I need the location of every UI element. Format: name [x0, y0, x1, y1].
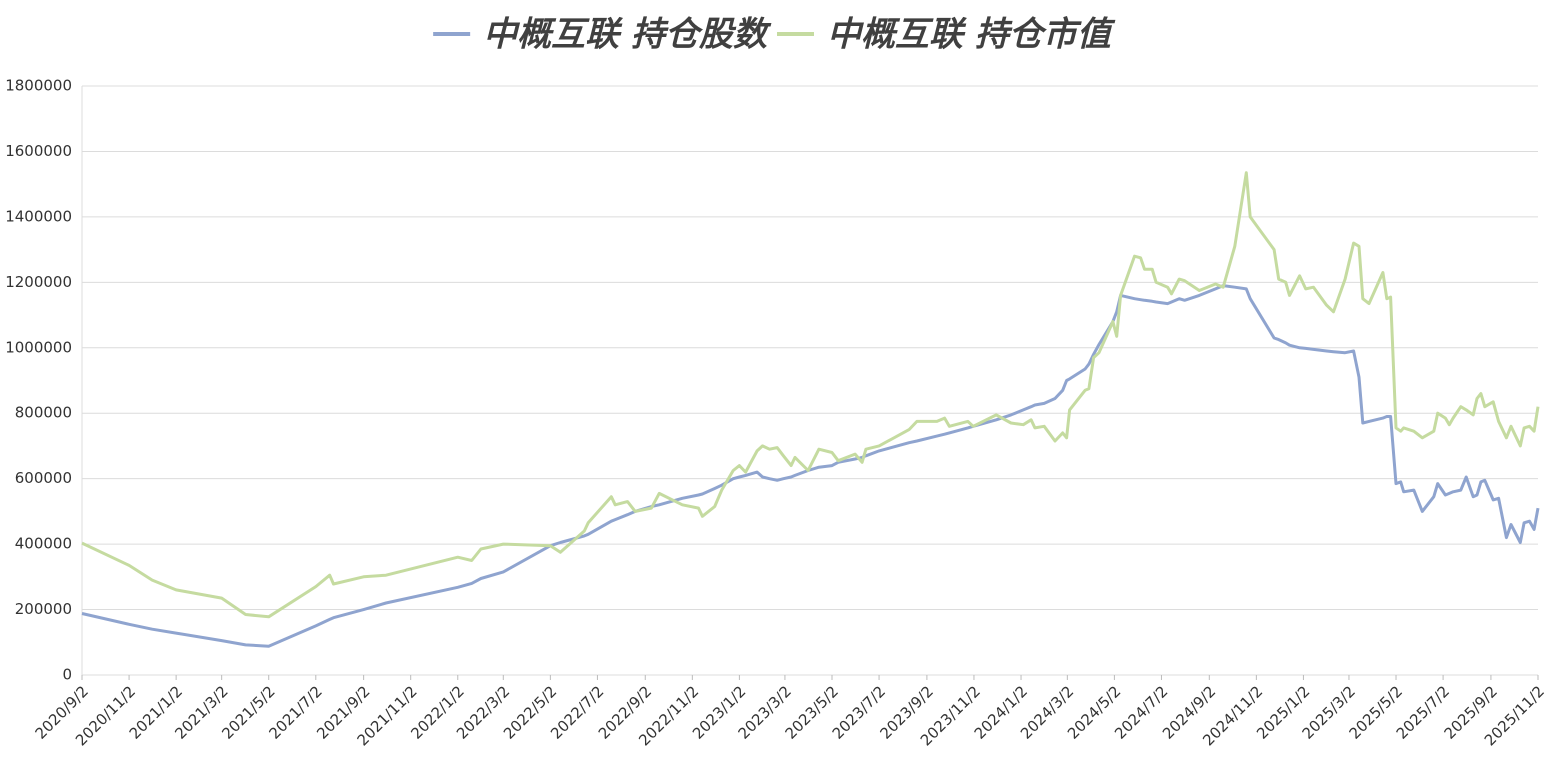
- y-tick-label: 1000000: [5, 338, 72, 356]
- y-tick-label: 800000: [15, 404, 72, 422]
- y-tick-label: 400000: [15, 535, 72, 553]
- y-tick-label: 1200000: [5, 273, 72, 291]
- line-series: [81, 284, 1540, 648]
- legend-text: 中概互联 持仓市值: [827, 15, 1116, 55]
- y-tick-label: 1600000: [5, 142, 72, 160]
- legend-text: 中概互联 持仓股数: [483, 15, 772, 55]
- y-tick-label: 1400000: [5, 207, 72, 225]
- y-tick-label: 0: [62, 666, 72, 684]
- y-tick-label: 1800000: [5, 77, 72, 95]
- y-tick-label: 600000: [15, 469, 72, 487]
- line-series: [81, 171, 1540, 619]
- y-tick-label: 200000: [15, 600, 72, 618]
